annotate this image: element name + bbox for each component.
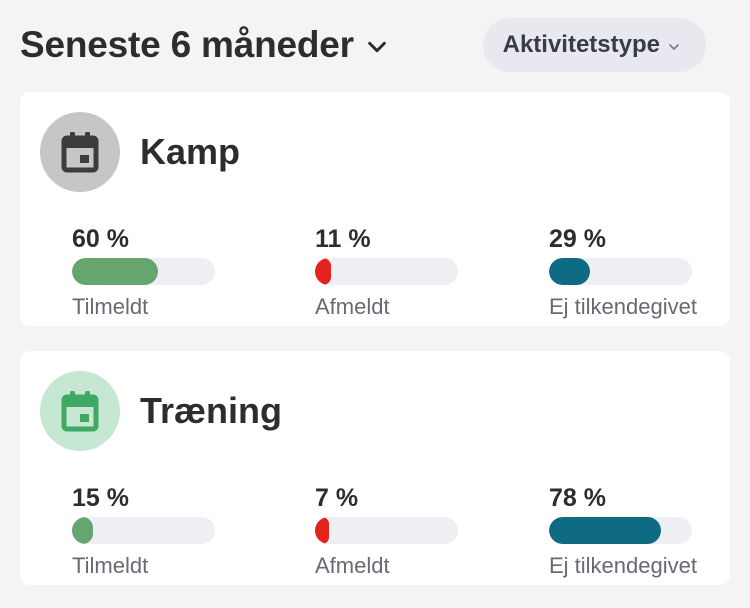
stat-afmeldt: 7 % Afmeldt [315,483,495,579]
activity-title: Træning [140,390,282,431]
chevron-down-icon [368,41,386,53]
stat-percent: 29 % [549,225,606,253]
stat-afmeldt: 11 % Afmeldt [315,224,495,320]
progress-track [72,517,215,544]
activity-stats: 15 % Tilmeldt 7 % Afmeldt 78 % Ej tilken… [72,483,730,583]
stat-percent: 60 % [72,225,129,253]
stat-percent: 78 % [549,484,606,512]
stat-label: Ej tilkendegivet [549,553,697,578]
progress-track [315,258,458,285]
activity-card-header: Træning [40,371,282,451]
period-title: Seneste 6 måneder [20,24,354,65]
progress-fill [72,258,158,285]
stat-label: Ej tilkendegivet [549,294,697,319]
activity-avatar [40,371,120,451]
activity-card-traening: Træning 15 % Tilmeldt 7 % Afmeldt 78 % E… [20,351,730,585]
stat-label: Tilmeldt [72,553,149,578]
stat-tilmeldt: 15 % Tilmeldt [72,483,252,579]
activity-stats: 60 % Tilmeldt 11 % Afmeldt 29 % Ej tilke… [72,224,730,324]
stat-percent: 11 % [315,225,371,253]
chevron-down-icon [669,43,679,50]
progress-track [72,258,215,285]
progress-fill [549,517,661,544]
progress-track [549,258,692,285]
progress-fill [315,258,331,285]
calendar-icon [61,391,99,432]
progress-fill [549,258,590,285]
progress-track [315,517,458,544]
stat-percent: 15 % [72,484,129,512]
header: Seneste 6 måneder Aktivitetstype [20,16,706,74]
activity-avatar [40,112,120,192]
progress-fill [315,517,329,544]
activity-card-header: Kamp [40,112,240,192]
stat-ej-tilkendegivet: 78 % Ej tilkendegivet [549,483,729,579]
stat-label: Tilmeldt [72,294,149,319]
stat-label: Afmeldt [315,553,390,578]
activity-card-kamp: Kamp 60 % Tilmeldt 11 % Afmeldt 29 % Ej … [20,92,730,326]
period-selector[interactable]: Seneste 6 måneder [20,24,388,66]
stat-tilmeldt: 60 % Tilmeldt [72,224,252,320]
activity-title: Kamp [140,131,241,172]
progress-track [549,517,692,544]
stat-label: Afmeldt [315,294,390,319]
activity-type-filter-button[interactable]: Aktivitetstype [482,18,706,72]
stat-ej-tilkendegivet: 29 % Ej tilkendegivet [549,224,729,320]
activity-type-filter-label: Aktivitetstype [502,31,660,58]
calendar-icon [61,132,99,173]
progress-fill [72,517,93,544]
stat-percent: 7 % [315,484,359,512]
